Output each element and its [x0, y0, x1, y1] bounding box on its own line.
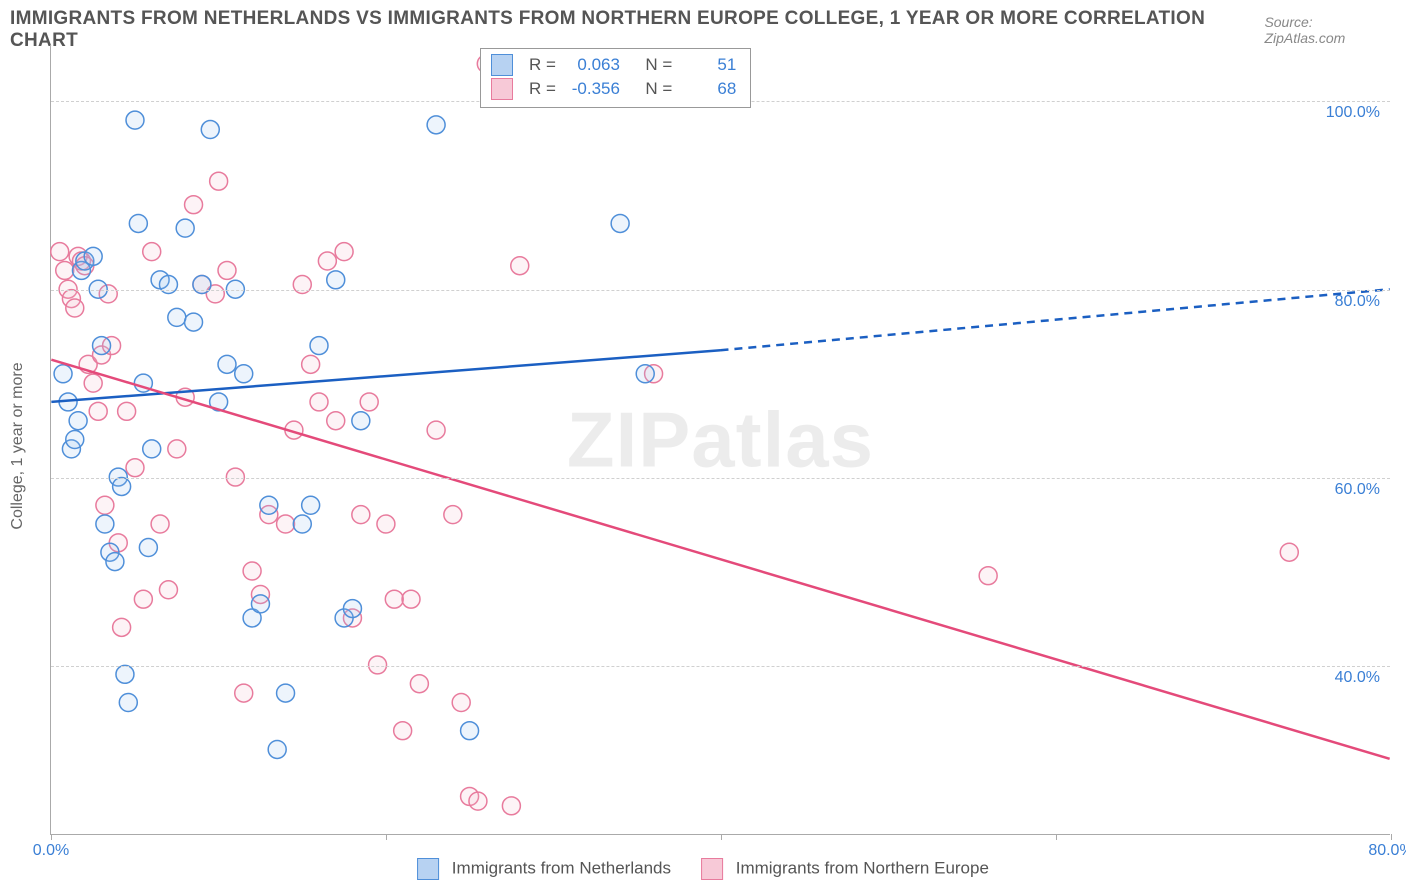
source-name: ZipAtlas.com: [1264, 30, 1345, 46]
swatch-series-2: [491, 78, 513, 100]
source-label: Source:: [1264, 14, 1312, 30]
r-label: R =: [529, 77, 556, 101]
n-value-2: 68: [680, 77, 736, 101]
legend-label-1: Immigrants from Netherlands: [452, 858, 671, 877]
ytick-label: 60.0%: [1335, 481, 1380, 499]
chart-container: IMMIGRANTS FROM NETHERLANDS VS IMMIGRANT…: [0, 0, 1406, 892]
xtick-mark: [386, 834, 387, 840]
r-label: R =: [529, 53, 556, 77]
r-value-1: 0.063: [564, 53, 620, 77]
xtick-mark: [51, 834, 52, 840]
ytick-label: 80.0%: [1335, 293, 1380, 311]
ytick-label: 100.0%: [1326, 104, 1380, 122]
legend-label-2: Immigrants from Northern Europe: [736, 858, 989, 877]
plot-area: ZIPatlas 40.0%60.0%80.0%100.0%0.0%80.0%: [50, 45, 1390, 835]
y-axis-label: College, 1 year or more: [9, 362, 27, 529]
legend-row-2: R = -0.356 N = 68: [491, 77, 736, 101]
xtick-mark: [721, 834, 722, 840]
source: Source: ZipAtlas.com: [1264, 14, 1396, 46]
r-value-2: -0.356: [564, 77, 620, 101]
gridline: [51, 666, 1390, 667]
xtick-mark: [1391, 834, 1392, 840]
xtick-label: 0.0%: [33, 842, 69, 860]
gridline: [51, 290, 1390, 291]
xtick-mark: [1056, 834, 1057, 840]
n-label: N =: [645, 77, 672, 101]
swatch-icon: [417, 858, 439, 880]
correlation-legend: R = 0.063 N = 51 R = -0.356 N = 68: [480, 48, 751, 108]
ytick-label: 40.0%: [1335, 669, 1380, 687]
swatch-series-1: [491, 54, 513, 76]
xtick-label: 80.0%: [1368, 842, 1406, 860]
n-value-1: 51: [680, 53, 736, 77]
plot-inner: ZIPatlas 40.0%60.0%80.0%100.0%0.0%80.0%: [51, 45, 1390, 834]
chart-svg: [51, 45, 1390, 834]
legend-item-1: Immigrants from Netherlands: [417, 858, 671, 880]
legend-item-2: Immigrants from Northern Europe: [701, 858, 989, 880]
n-label: N =: [645, 53, 672, 77]
series-legend: Immigrants from Netherlands Immigrants f…: [417, 858, 989, 880]
swatch-icon: [701, 858, 723, 880]
gridline: [51, 478, 1390, 479]
legend-row-1: R = 0.063 N = 51: [491, 53, 736, 77]
